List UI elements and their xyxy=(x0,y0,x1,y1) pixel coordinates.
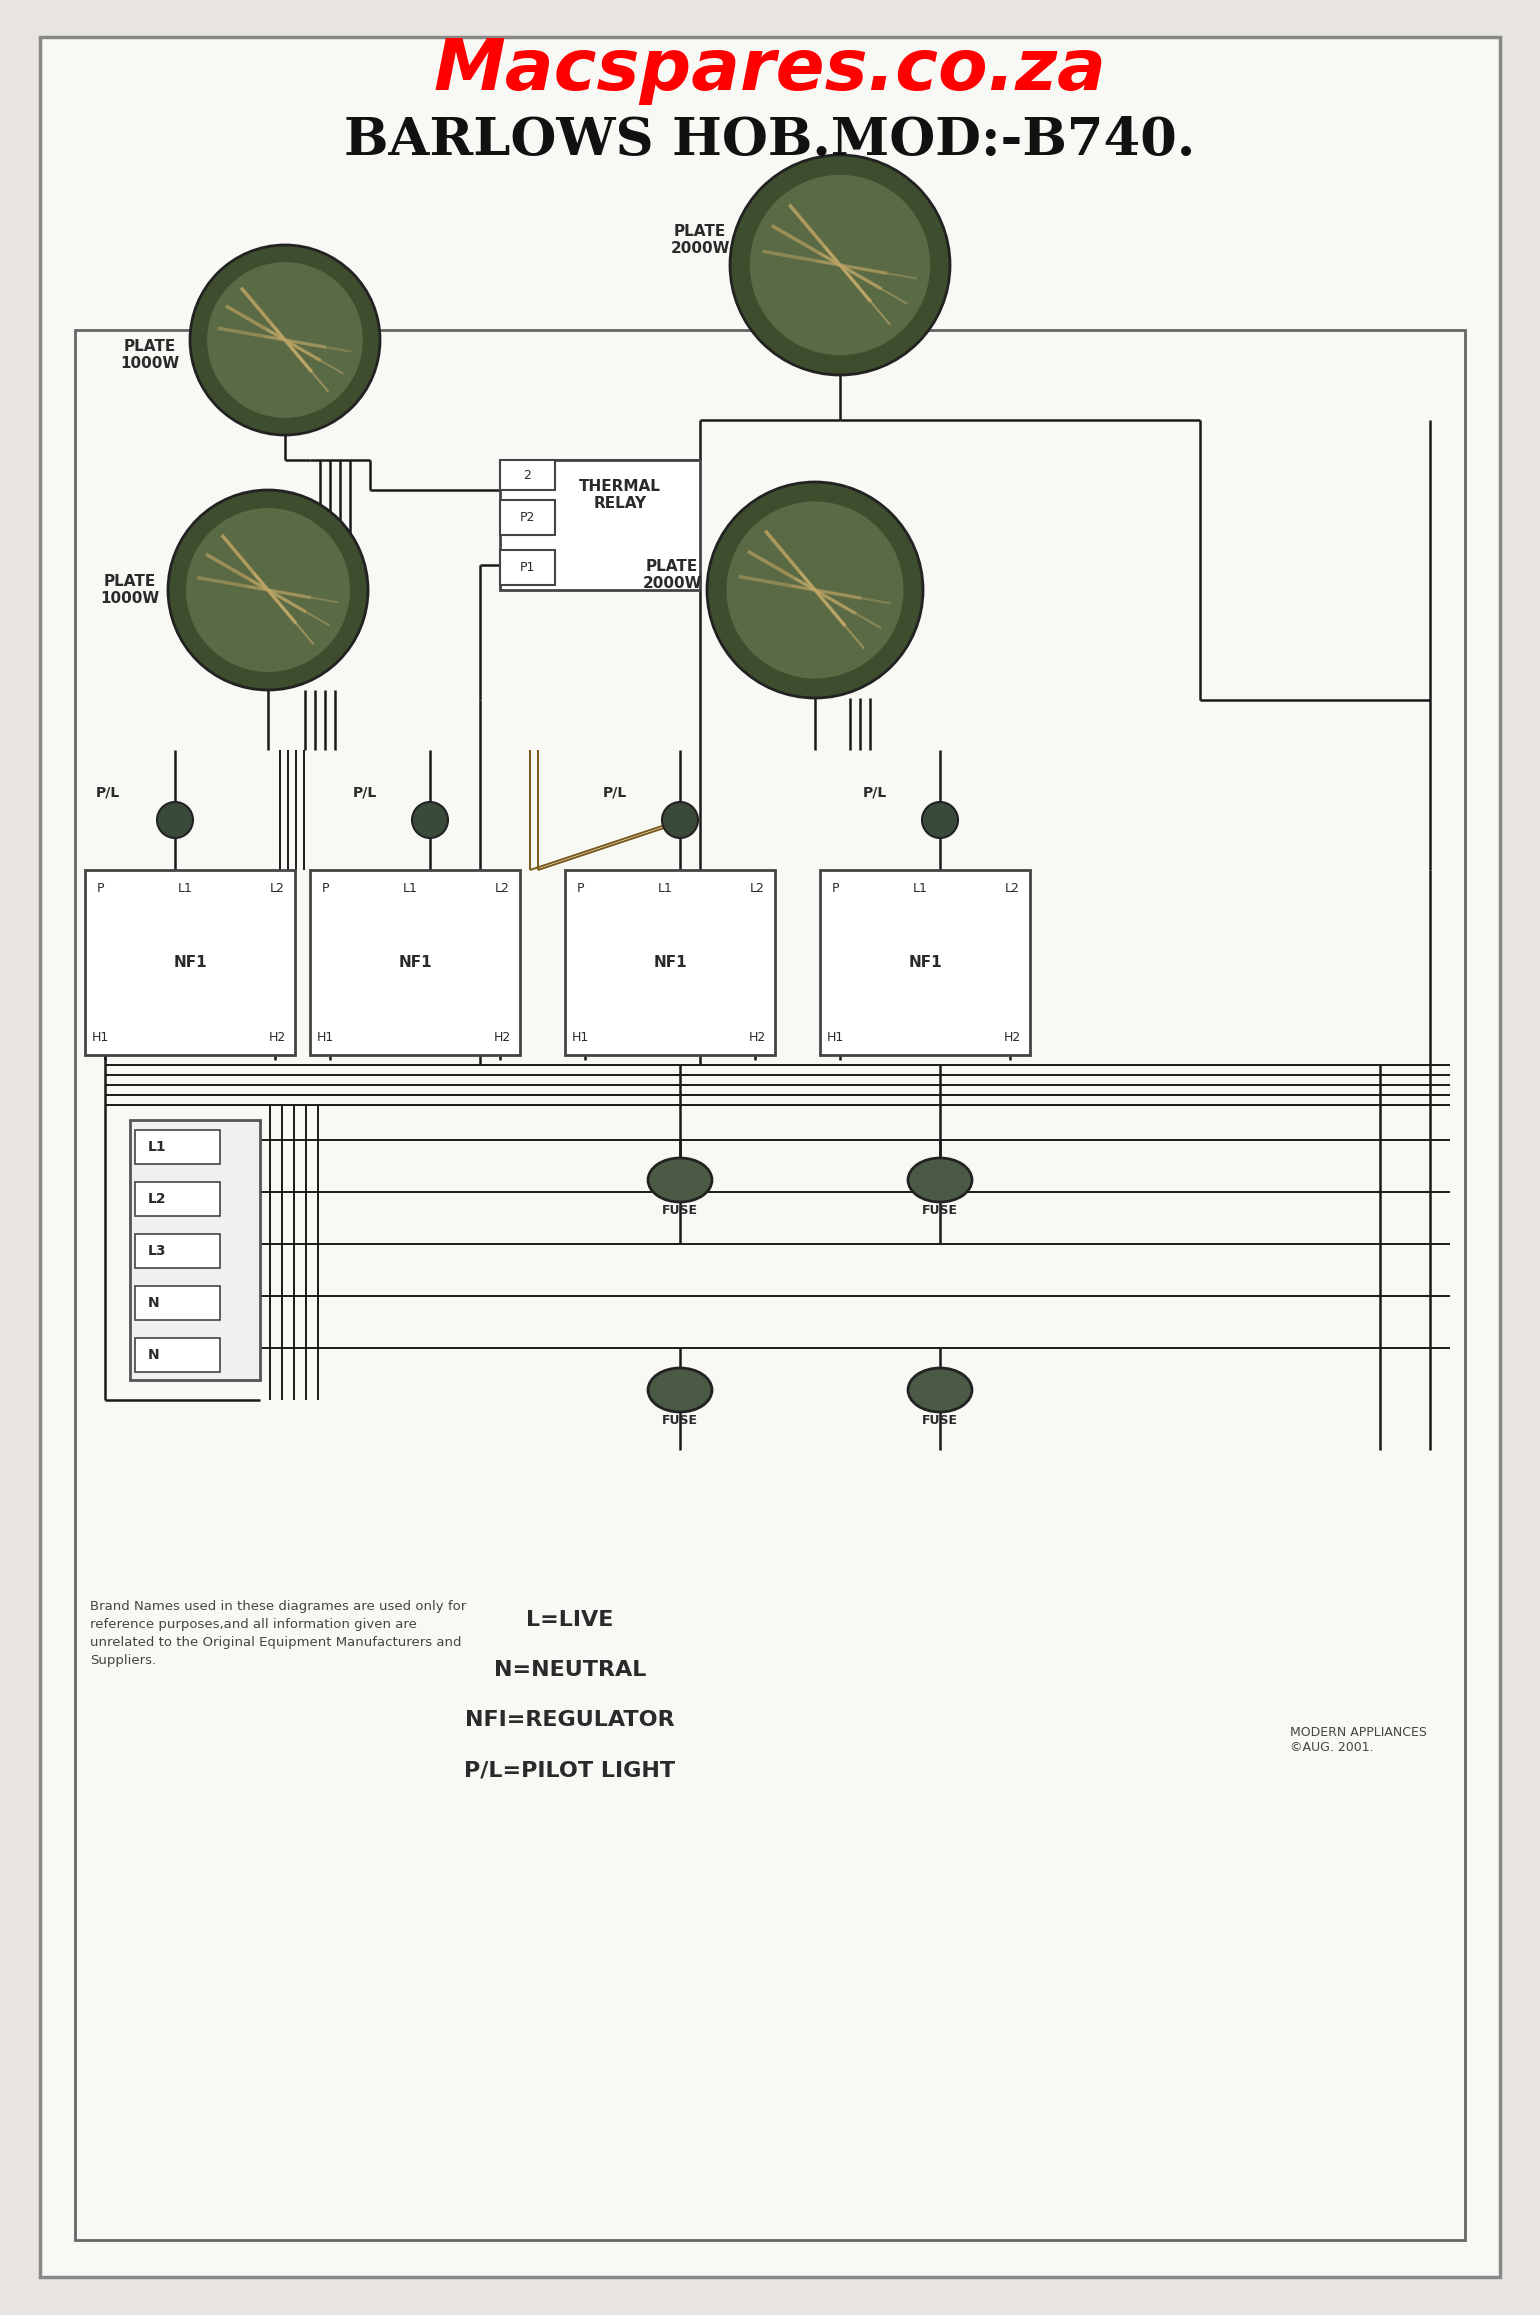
Bar xyxy=(565,870,775,1056)
Bar xyxy=(500,500,554,535)
Text: L2: L2 xyxy=(750,882,764,894)
Text: H1: H1 xyxy=(91,1030,109,1044)
Ellipse shape xyxy=(909,1158,972,1201)
Text: BARLOWS HOB.MOD:-B740.: BARLOWS HOB.MOD:-B740. xyxy=(345,113,1195,164)
Text: H2: H2 xyxy=(268,1030,285,1044)
Text: 2: 2 xyxy=(524,468,531,482)
Text: L2: L2 xyxy=(270,882,285,894)
Text: NF1: NF1 xyxy=(172,956,206,970)
Text: N: N xyxy=(148,1347,160,1361)
Text: P: P xyxy=(322,882,328,894)
Text: P: P xyxy=(576,882,584,894)
Text: PLATE
2000W: PLATE 2000W xyxy=(670,225,730,257)
Text: L2: L2 xyxy=(1004,882,1019,894)
Text: H1: H1 xyxy=(316,1030,334,1044)
Text: L1: L1 xyxy=(658,882,673,894)
Circle shape xyxy=(662,801,698,838)
Text: Macspares.co.za: Macspares.co.za xyxy=(434,35,1106,104)
Text: L2: L2 xyxy=(494,882,510,894)
Text: L1: L1 xyxy=(913,882,927,894)
Text: MODERN APPLIANCES
©AUG. 2001.: MODERN APPLIANCES ©AUG. 2001. xyxy=(1291,1727,1428,1755)
Text: P/L=PILOT LIGHT: P/L=PILOT LIGHT xyxy=(465,1759,676,1780)
Circle shape xyxy=(186,507,350,671)
Text: P: P xyxy=(832,882,839,894)
Text: P/L: P/L xyxy=(353,785,377,799)
Ellipse shape xyxy=(648,1158,711,1201)
Text: P/L: P/L xyxy=(602,785,627,799)
Bar xyxy=(136,1183,220,1215)
Ellipse shape xyxy=(648,1368,711,1412)
Text: Brand Names used in these diagrames are used only for
reference purposes,and all: Brand Names used in these diagrames are … xyxy=(89,1600,467,1667)
Text: H2: H2 xyxy=(493,1030,511,1044)
Text: P/L: P/L xyxy=(862,785,887,799)
Text: FUSE: FUSE xyxy=(662,1414,698,1426)
Bar xyxy=(136,1287,220,1320)
Text: PLATE
1000W: PLATE 1000W xyxy=(100,574,160,607)
Text: L1: L1 xyxy=(148,1139,166,1153)
Text: PLATE
1000W: PLATE 1000W xyxy=(120,338,180,370)
Circle shape xyxy=(727,502,904,678)
Text: N=NEUTRAL: N=NEUTRAL xyxy=(494,1660,647,1681)
Bar xyxy=(500,461,554,491)
Bar xyxy=(85,870,296,1056)
Text: THERMAL
RELAY: THERMAL RELAY xyxy=(579,479,661,512)
Circle shape xyxy=(730,155,950,375)
Bar xyxy=(136,1130,220,1164)
Text: N: N xyxy=(148,1296,160,1310)
Ellipse shape xyxy=(909,1368,972,1412)
Text: H1: H1 xyxy=(827,1030,844,1044)
Text: NFI=REGULATOR: NFI=REGULATOR xyxy=(465,1711,675,1729)
Circle shape xyxy=(922,801,958,838)
Circle shape xyxy=(189,245,380,435)
Bar xyxy=(136,1338,220,1373)
Circle shape xyxy=(707,482,922,699)
Text: FUSE: FUSE xyxy=(922,1414,958,1426)
Text: PLATE
2000W: PLATE 2000W xyxy=(642,558,702,590)
Bar xyxy=(129,1120,260,1380)
Text: L1: L1 xyxy=(402,882,417,894)
Circle shape xyxy=(157,801,192,838)
Text: H2: H2 xyxy=(1004,1030,1021,1044)
Text: H2: H2 xyxy=(748,1030,765,1044)
Text: FUSE: FUSE xyxy=(922,1204,958,1215)
Text: L=LIVE: L=LIVE xyxy=(527,1609,613,1630)
Bar xyxy=(819,870,1030,1056)
Text: L1: L1 xyxy=(177,882,192,894)
Bar xyxy=(310,870,521,1056)
Circle shape xyxy=(206,262,363,419)
Text: P1: P1 xyxy=(519,560,534,574)
Text: P: P xyxy=(97,882,103,894)
Circle shape xyxy=(750,176,930,354)
Text: NF1: NF1 xyxy=(909,956,942,970)
Text: P2: P2 xyxy=(519,512,534,523)
Bar xyxy=(500,461,701,590)
Text: FUSE: FUSE xyxy=(662,1204,698,1215)
Bar xyxy=(500,551,554,586)
Text: H1: H1 xyxy=(571,1030,588,1044)
Text: L3: L3 xyxy=(148,1243,166,1257)
Text: NF1: NF1 xyxy=(653,956,687,970)
Bar xyxy=(136,1234,220,1269)
Text: P/L: P/L xyxy=(95,785,120,799)
Circle shape xyxy=(413,801,448,838)
Bar xyxy=(75,331,1465,2241)
Text: L2: L2 xyxy=(148,1192,166,1206)
Text: NF1: NF1 xyxy=(399,956,431,970)
Circle shape xyxy=(168,491,368,690)
